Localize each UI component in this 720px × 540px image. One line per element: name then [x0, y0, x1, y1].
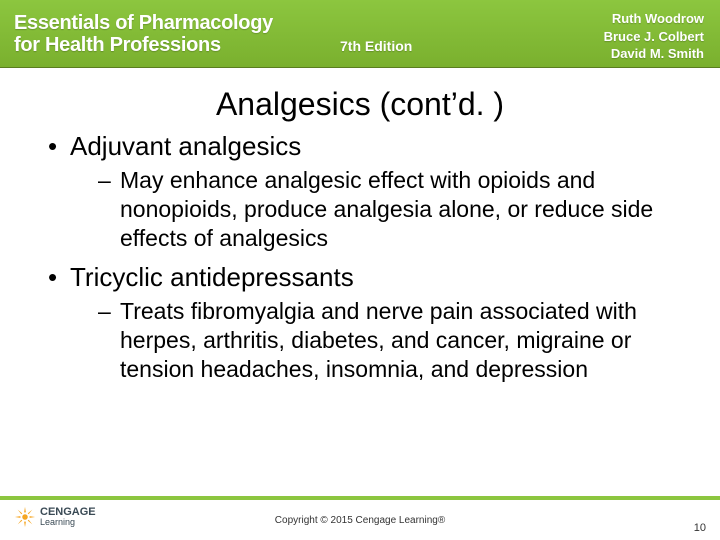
slide-body: Analgesics (cont’d. ) Adjuvant analgesic… — [0, 68, 720, 384]
sub-bullet-text: May enhance analgesic effect with opioid… — [120, 167, 653, 251]
author-name: Ruth Woodrow — [604, 10, 704, 28]
bullet-item: Adjuvant analgesics May enhance analgesi… — [48, 131, 692, 252]
bullet-list: Adjuvant analgesics May enhance analgesi… — [28, 131, 692, 384]
page-number: 10 — [694, 522, 706, 534]
book-title-line2: for Health Professions — [14, 34, 273, 56]
publisher-logo: CENGAGE Learning — [14, 506, 96, 528]
book-title-line1: Essentials of Pharmacology — [14, 12, 273, 34]
book-title: Essentials of Pharmacology for Health Pr… — [14, 12, 273, 56]
bullet-text: Adjuvant analgesics — [70, 131, 301, 161]
edition-label: 7th Edition — [340, 38, 412, 54]
author-name: Bruce J. Colbert — [604, 28, 704, 46]
sub-bullet-text: Treats fibromyalgia and nerve pain assoc… — [120, 298, 637, 382]
header-bar: Essentials of Pharmacology for Health Pr… — [0, 0, 720, 68]
sub-bullet-list: May enhance analgesic effect with opioid… — [70, 166, 692, 252]
slide-title: Analgesics (cont’d. ) — [28, 86, 692, 123]
sub-bullet-list: Treats fibromyalgia and nerve pain assoc… — [70, 297, 692, 383]
sub-bullet-item: Treats fibromyalgia and nerve pain assoc… — [98, 297, 692, 383]
publisher-name: CENGAGE Learning — [40, 507, 96, 527]
sub-bullet-item: May enhance analgesic effect with opioid… — [98, 166, 692, 252]
bullet-text: Tricyclic antidepressants — [70, 262, 354, 292]
footer-bar: CENGAGE Learning Copyright © 2015 Cengag… — [0, 496, 720, 540]
starburst-icon — [14, 506, 36, 528]
publisher-sub: Learning — [40, 518, 96, 527]
bullet-item: Tricyclic antidepressants Treats fibromy… — [48, 262, 692, 383]
authors-block: Ruth Woodrow Bruce J. Colbert David M. S… — [604, 10, 704, 63]
author-name: David M. Smith — [604, 45, 704, 63]
copyright-text: Copyright © 2015 Cengage Learning® — [275, 515, 445, 526]
